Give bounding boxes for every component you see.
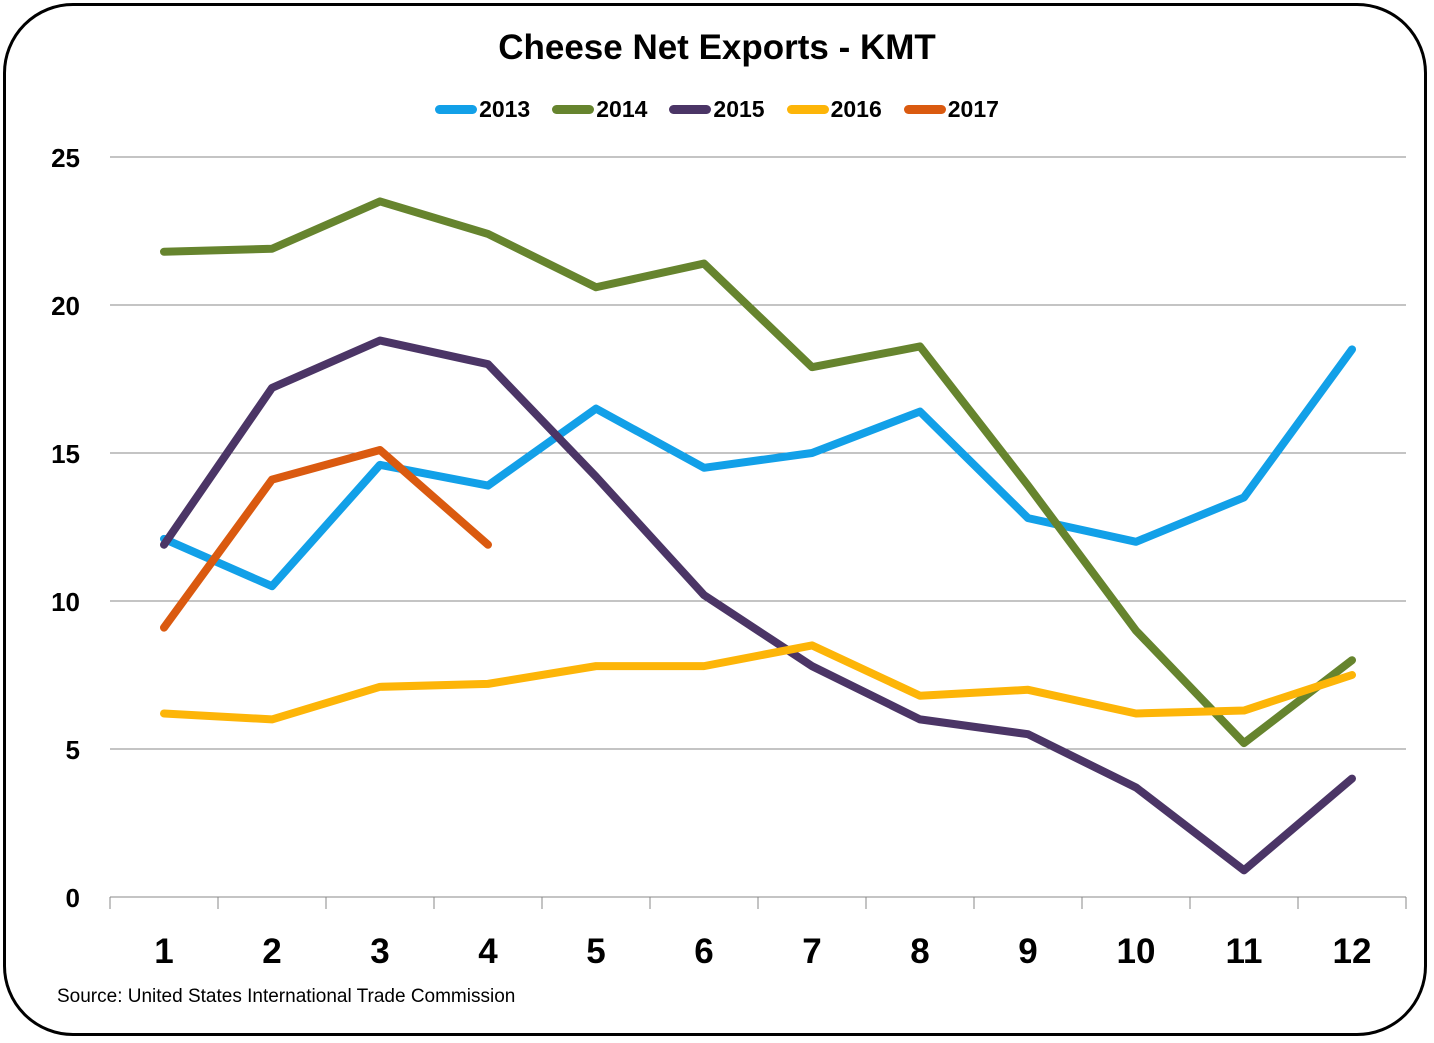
y-tick-label: 20 (51, 291, 80, 321)
x-tick-label: 12 (1333, 932, 1372, 971)
legend-swatch (903, 105, 946, 114)
legend-label: 2017 (947, 96, 999, 122)
x-tick-label: 8 (910, 932, 929, 971)
x-tick-label: 9 (1018, 932, 1037, 971)
legend-label: 2015 (713, 96, 765, 122)
x-tick-label: 5 (586, 932, 605, 971)
legend-swatch (786, 105, 829, 114)
legend-swatch (552, 105, 595, 114)
x-tick-label: 7 (802, 932, 821, 971)
chart-title: Cheese Net Exports - KMT (498, 28, 936, 67)
series-line-2017 (160, 446, 492, 632)
legend-label: 2013 (479, 96, 531, 122)
legend-item-2014: 2014 (552, 96, 647, 123)
y-tick-label: 10 (51, 587, 80, 617)
legend-swatch (435, 105, 478, 114)
source-note: Source: United States International Trad… (57, 986, 516, 1007)
x-tick-label: 6 (694, 932, 713, 971)
legend-item-2017: 2017 (903, 96, 999, 123)
y-tick-label: 0 (66, 883, 80, 913)
legend-label: 2016 (830, 96, 882, 122)
x-tick-label: 10 (1117, 932, 1156, 971)
legend-item-2013: 2013 (435, 96, 530, 123)
legend-swatch (669, 105, 712, 114)
x-tick-label: 2 (262, 932, 281, 971)
series-line-2016 (160, 641, 1356, 724)
series-line-2013 (160, 345, 1356, 591)
legend-item-2016: 2016 (786, 96, 882, 123)
legend-label: 2014 (596, 96, 648, 122)
legend: 2013 2014 2015 2016 2017 (0, 96, 1434, 123)
x-tick-label: 1 (154, 932, 173, 971)
chart-frame (3, 3, 1427, 1036)
x-tick-label: 11 (1226, 932, 1263, 971)
legend-item-2015: 2015 (669, 96, 765, 123)
y-tick-label: 5 (66, 735, 80, 765)
x-tick-label: 4 (478, 932, 498, 971)
y-tick-label: 25 (51, 143, 80, 173)
x-tick-label: 3 (370, 932, 389, 971)
y-tick-label: 15 (51, 439, 80, 469)
series-line-2014 (160, 197, 1356, 748)
series-line-2015 (160, 336, 1356, 875)
